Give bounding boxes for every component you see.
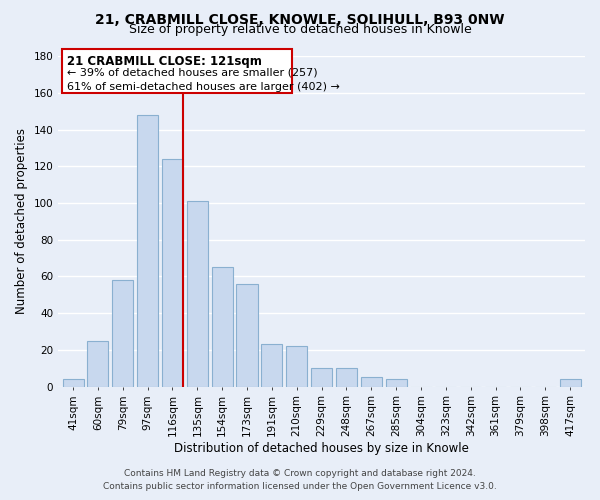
Text: 61% of semi-detached houses are larger (402) →: 61% of semi-detached houses are larger (… [67, 82, 340, 92]
Bar [88, 341, 109, 386]
Bar [286, 346, 307, 387]
Bar [112, 280, 133, 386]
Text: 21, CRABMILL CLOSE, KNOWLE, SOLIHULL, B93 0NW: 21, CRABMILL CLOSE, KNOWLE, SOLIHULL, B9… [95, 12, 505, 26]
Bar [262, 344, 283, 387]
Text: 21 CRABMILL CLOSE: 121sqm: 21 CRABMILL CLOSE: 121sqm [67, 55, 262, 68]
Bar [386, 380, 407, 386]
Bar [212, 268, 233, 386]
Text: ← 39% of detached houses are smaller (257): ← 39% of detached houses are smaller (25… [67, 68, 317, 78]
Bar [62, 380, 83, 386]
Bar [560, 380, 581, 386]
Bar [162, 159, 183, 386]
X-axis label: Distribution of detached houses by size in Knowle: Distribution of detached houses by size … [174, 442, 469, 455]
Bar [361, 378, 382, 386]
Text: Contains HM Land Registry data © Crown copyright and database right 2024.
Contai: Contains HM Land Registry data © Crown c… [103, 469, 497, 491]
Bar [187, 201, 208, 386]
Bar [236, 284, 257, 386]
Y-axis label: Number of detached properties: Number of detached properties [15, 128, 28, 314]
Bar [311, 368, 332, 386]
FancyBboxPatch shape [62, 48, 292, 93]
Text: Size of property relative to detached houses in Knowle: Size of property relative to detached ho… [128, 22, 472, 36]
Bar [336, 368, 357, 386]
Bar [137, 115, 158, 386]
